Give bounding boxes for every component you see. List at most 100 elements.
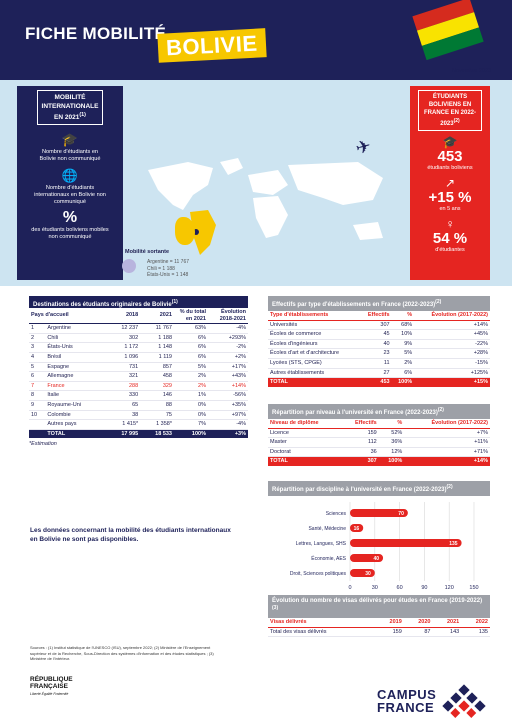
table-cell: +125% [414, 368, 490, 379]
total-row: TOTAL 307 100% +14% [268, 456, 490, 466]
table-cell: 6% [174, 333, 208, 344]
table-cell: 307 [359, 320, 392, 331]
column-header: % du total en 2021 [174, 308, 208, 325]
table-cell: Argentine [45, 323, 107, 334]
table-row: 9 Royaume-Uni 65 88 0% +35% [29, 400, 248, 411]
table-cell: 1% [174, 390, 208, 401]
table-row: Doctorat 36 12% +71% [268, 447, 490, 458]
degree-level-section: Répartition par niveau à l'université en… [268, 404, 490, 466]
table-cell: 1 [29, 323, 46, 334]
table-cell: 5% [391, 348, 415, 359]
table-cell: 731 [106, 362, 141, 373]
table-row: Universités 307 68% +14% [268, 320, 490, 331]
table-cell: Écoles d'ingénieurs [268, 339, 360, 350]
table-cell: France [45, 381, 107, 392]
table-cell: 52% [378, 428, 405, 439]
table-cell: 27 [359, 368, 392, 379]
table-cell: +17% [208, 362, 248, 373]
total-row: TOTAL 17 995 18 533 100% +3% [29, 429, 248, 439]
globe-students-icon: 🌐 [61, 168, 79, 184]
table-row: 5 Espagne 731 857 5% +17% [29, 362, 248, 373]
table-cell: Chili [45, 333, 107, 344]
mobile-students-text: des étudiants boliviens mobiles non comm… [31, 227, 109, 241]
visas-section: Évolution du nombre de visas délivrés po… [268, 595, 490, 638]
table-cell: 288 [106, 381, 141, 392]
table-cell: +71% [404, 447, 490, 458]
table-cell: 1 188 [140, 333, 174, 344]
sources-text: Sources : (1) Institut statistique de l'… [30, 645, 214, 661]
table-cell: 302 [106, 333, 141, 344]
bar-value-label: 30 [365, 571, 371, 577]
destinations-table: Pays d'accueil 2018 2021 % du total en 2… [29, 308, 248, 439]
women-label: d'étudiantes [435, 247, 465, 253]
bar [350, 569, 375, 577]
table-cell: 1 415* [106, 419, 141, 430]
table-cell: 0% [174, 400, 208, 411]
table-cell: TOTAL [45, 429, 107, 439]
column-header: Évolution 2018-2021 [208, 308, 248, 325]
table-row: 2 Chili 302 1 188 6% +293% [29, 333, 248, 344]
table-cell: -4% [208, 323, 248, 334]
table-cell: 143 [432, 627, 462, 638]
column-header: Effectifs [342, 419, 379, 429]
publication-date: Novembre 2023 [452, 68, 492, 74]
header-banner: FICHE MOBILITÉ BOLIVIE [0, 0, 512, 80]
table-cell: 2 [29, 333, 46, 344]
table-cell: 45 [359, 329, 392, 340]
discipline-section: Répartition par discipline à l'universit… [268, 481, 490, 597]
column-header: Pays d'accueil [29, 308, 107, 325]
table-cell: TOTAL [268, 377, 360, 387]
outbound-item: États-Unis = 1 148 [147, 272, 189, 278]
table-cell: 36% [378, 437, 405, 448]
table-row: Total des visas délivrés 159 87 143 135 [268, 627, 490, 638]
x-tick-label: 30 [372, 585, 378, 591]
table-cell: 18 533 [140, 429, 174, 439]
table-cell: -4% [208, 419, 248, 430]
table-cell: 857 [140, 362, 174, 373]
bubble-icon [122, 259, 136, 273]
visas-title: Évolution du nombre de visas délivrés po… [268, 595, 490, 618]
table-cell: 65 [106, 400, 141, 411]
table-row: 10 Colombie 38 75 0% +97% [29, 410, 248, 421]
table-cell: +35% [208, 400, 248, 411]
table-cell [29, 419, 46, 430]
table-cell: +14% [414, 320, 490, 331]
table-row: Autres pays 1 415* 1 358* 7% -4% [29, 419, 248, 430]
table-row: Lycées (STS, CPGE) 11 2% -15% [268, 358, 490, 369]
total-row: TOTAL 453 100% +15% [268, 377, 490, 387]
table-cell: +11% [404, 437, 490, 448]
table-cell: 88 [140, 400, 174, 411]
table-cell: 159 [342, 428, 379, 439]
column-header: Niveau de diplôme [268, 419, 343, 429]
graduation-cap-icon: 🎓 [61, 132, 79, 148]
table-row: 3 États-Unis 1 172 1 148 6% -2% [29, 342, 248, 353]
table-cell: 100% [391, 377, 415, 387]
international-students-text: Nombre d'étudiants internationaux en Bol… [34, 185, 106, 206]
table-cell: 11 767 [140, 323, 174, 334]
table-cell: Colombie [45, 410, 107, 421]
table-row: Écoles d'ingénieurs 40 9% -22% [268, 339, 490, 350]
table-cell: Master [268, 437, 343, 448]
estimation-note: *Estimation [29, 441, 57, 448]
table-cell: 146 [140, 390, 174, 401]
institution-type-table: Type d'établissements Effectifs % Évolut… [268, 311, 490, 387]
table-row: 1 Argentine 12 237 11 767 63% -4% [29, 323, 248, 334]
bar [350, 524, 364, 532]
table-cell: 9 [29, 400, 46, 411]
degree-level-title: Répartition par niveau à l'université en… [268, 404, 490, 419]
table-cell: Lycées (STS, CPGE) [268, 358, 360, 369]
table-cell: 135 [461, 627, 490, 638]
table-cell: 329 [140, 381, 174, 392]
table-cell: 7 [29, 381, 46, 392]
table-row: Écoles de commerce 45 10% +45% [268, 329, 490, 340]
table-cell: 5% [174, 362, 208, 373]
table-cell: 40 [359, 339, 392, 350]
country-title: BOLIVIE [157, 28, 267, 63]
table-cell: +28% [414, 348, 490, 359]
table-cell: 12% [378, 447, 405, 458]
column-header: Évolution (2017-2022) [414, 311, 490, 321]
growth-label: en 5 ans [439, 206, 461, 212]
table-cell: +43% [208, 371, 248, 382]
graduation-cap-icon: 🎓 [442, 135, 458, 149]
table-cell: 3 [29, 342, 46, 353]
